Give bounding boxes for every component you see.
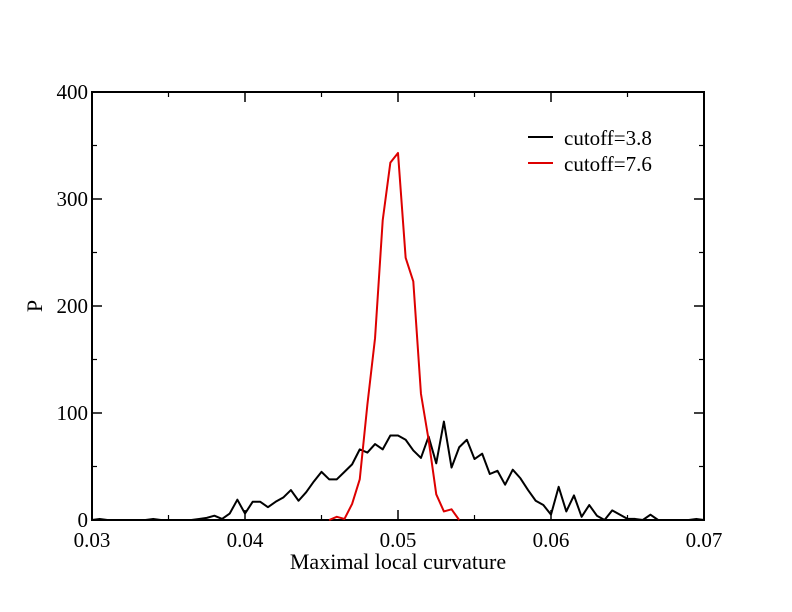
x-tick-label: 0.07 xyxy=(686,528,723,552)
legend-label-1: cutoff=3.8 xyxy=(564,126,652,150)
y-tick-label: 400 xyxy=(57,80,89,104)
series-layer xyxy=(91,151,705,521)
y-tick-label: 0 xyxy=(78,508,89,532)
y-tick-label: 200 xyxy=(57,294,89,318)
x-tick-label: 0.04 xyxy=(227,528,264,552)
y-tick-label: 100 xyxy=(57,401,89,425)
axis-ticks xyxy=(91,91,705,521)
x-axis-label: Maximal local curvature xyxy=(290,549,506,574)
y-axis-label: P xyxy=(22,300,47,312)
x-tick-label: 0.06 xyxy=(533,528,570,552)
series-line-2 xyxy=(328,151,461,521)
legend-label-2: cutoff=7.6 xyxy=(564,152,652,176)
x-tick-label: 0.05 xyxy=(380,528,417,552)
series-line-1 xyxy=(91,420,705,521)
y-tick-label: 300 xyxy=(57,187,89,211)
tick-labels: 0.03 0.04 0.05 0.06 0.07 0 100 200 300 400 xyxy=(57,80,723,552)
x-tick-label: 0.03 xyxy=(74,528,111,552)
